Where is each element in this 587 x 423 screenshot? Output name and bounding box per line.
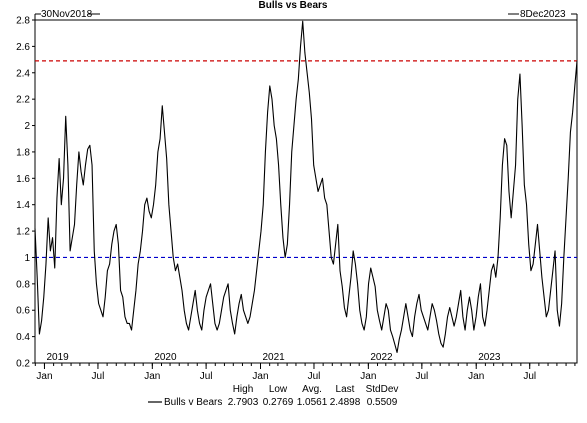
y-tick-label: 1.6 [16,174,30,185]
reference-lines [35,60,577,259]
stats-table: High 2.7903 Low 0.2769 Avg. 1.0561 Last 2.4898 S… [228,384,399,408]
y-tick-label: 2.6 [16,42,30,53]
y-tick-label: 0.2 [16,359,30,370]
x-tick-label: Jul [200,371,213,382]
x-tick-label: Jul [308,371,321,382]
x-tick-label: Jan [144,371,160,382]
x-tick-label: Jul [415,371,428,382]
year-label: 2019 [46,352,69,363]
year-label: 2021 [262,352,285,363]
stats-value: 0.2769 [263,397,294,408]
y-axis: 0.2 0.4 0.6 0.8 1 1.2 1.4 1.6 1.8 2 2.2 2.4 2.6 2.8 [16,16,35,370]
x-tick-label: Jan [468,371,484,382]
y-tick-label: 2 [24,121,30,132]
y-tick-label: 1.8 [16,147,30,158]
x-tick-label: Jul [92,371,105,382]
legend-series-name: Bulls v Bears [164,397,222,408]
x-tick-label: Jan [252,371,268,382]
year-label: 2020 [154,352,177,363]
y-tick-label: 2.2 [16,95,30,106]
x-axis: Jan Jul Jan Jul Jan Jul Jan Jul Jan Jul [34,363,576,382]
y-tick-label: 0.4 [16,332,30,343]
stats-value: 2.4898 [330,397,361,408]
stats-value: 1.0561 [297,397,328,408]
y-tick-label: 1.4 [16,200,30,211]
chart-title: Bulls vs Bears [259,0,328,11]
y-tick-label: 1.2 [16,227,30,238]
end-date-label: 8Dec2023 [520,9,566,20]
y-tick-label: 0.8 [16,279,30,290]
stats-header: Avg. [302,384,322,395]
year-label: 2022 [370,352,393,363]
plot-frame [34,19,578,364]
x-tick-label: Jul [523,371,536,382]
stats-value: 2.7903 [228,397,259,408]
stats-value: 0.5509 [367,397,398,408]
start-date-label: 30Nov2018 [41,9,93,20]
year-label: 2023 [478,352,501,363]
y-tick-label: 0.6 [16,306,30,317]
stats-header: Low [269,384,288,395]
year-labels: 2019 2020 2021 2022 2023 [46,352,500,363]
stats-header: High [233,384,254,395]
x-tick-label: Jan [360,371,376,382]
stats-header: Last [336,384,355,395]
y-tick-label: 2.4 [16,68,30,79]
series-line-bulls-v-bears [34,20,578,353]
x-tick-label: Jan [36,371,52,382]
y-tick-label: 2.8 [16,16,30,27]
y-tick-label: 1 [24,253,30,264]
stats-header: StdDev [366,384,399,395]
